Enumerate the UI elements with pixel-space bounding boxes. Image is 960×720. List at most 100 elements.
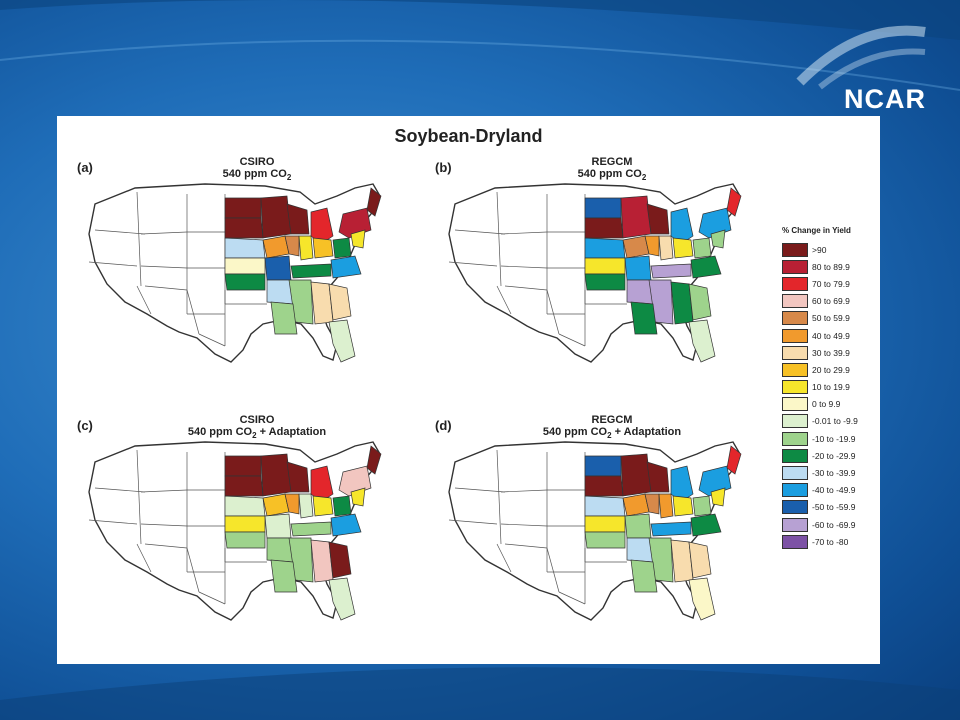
panel-b-scenario: 540 ppm CO2	[577, 168, 647, 183]
state-region	[688, 577, 716, 621]
legend-swatch	[782, 534, 808, 549]
legend-item: 20 to 29.9	[782, 361, 877, 378]
panel-a-scenario: 540 ppm CO2	[222, 168, 292, 183]
state-region	[224, 495, 266, 517]
state-region	[264, 255, 292, 281]
panel-b-model: REGCM	[591, 156, 633, 168]
state-border	[454, 487, 506, 493]
state-region	[688, 283, 712, 321]
us-state-map	[88, 183, 382, 363]
state-region	[646, 461, 670, 493]
us-state-map	[88, 441, 382, 621]
state-border	[144, 543, 188, 549]
legend-label: -10 to -19.9	[812, 433, 856, 444]
state-region	[644, 493, 660, 515]
state-region	[366, 445, 382, 475]
state-border	[448, 261, 498, 267]
state-border	[88, 261, 138, 267]
state-region	[224, 197, 262, 219]
legend-item: -20 to -29.9	[782, 447, 877, 464]
panel-c-model: CSIRO	[239, 414, 275, 426]
state-border	[94, 229, 146, 235]
state-region	[224, 515, 266, 533]
state-border	[504, 285, 548, 291]
panel-d-label: (d)	[435, 418, 452, 433]
state-border	[136, 449, 142, 545]
state-region	[224, 475, 264, 497]
state-region	[224, 455, 262, 477]
state-region	[584, 217, 624, 239]
state-border	[496, 191, 502, 287]
legend-label: -0.01 to -9.9	[812, 416, 858, 427]
state-region	[630, 301, 658, 335]
panel-b-heading: REGCM 540 ppm CO2	[522, 156, 702, 184]
legend-label: >90	[812, 244, 827, 255]
legend-item: -0.01 to -9.9	[782, 413, 877, 430]
legend-label: 40 to 49.9	[812, 330, 850, 341]
legend-label: 10 to 19.9	[812, 382, 850, 393]
state-region	[626, 537, 654, 563]
state-border	[558, 333, 586, 347]
state-region	[688, 541, 712, 579]
state-region	[332, 495, 352, 517]
state-region	[262, 493, 290, 517]
state-region	[710, 487, 726, 507]
legend-item: 10 to 19.9	[782, 379, 877, 396]
state-region	[260, 453, 292, 497]
state-border	[94, 487, 146, 493]
state-region	[224, 273, 266, 291]
state-region	[262, 235, 290, 259]
legend-item: 0 to 9.9	[782, 396, 877, 413]
state-region	[690, 513, 722, 537]
state-border	[198, 591, 226, 605]
state-region	[350, 487, 366, 507]
state-region	[266, 279, 294, 305]
state-region	[366, 187, 382, 217]
state-region	[270, 559, 298, 593]
state-region	[350, 229, 366, 249]
state-region	[584, 455, 622, 477]
state-region	[298, 493, 314, 519]
state-border	[500, 489, 548, 493]
legend-item: -40 to -49.9	[782, 482, 877, 499]
legend-item: -30 to -39.9	[782, 464, 877, 481]
legend-swatch	[782, 500, 808, 515]
state-region	[658, 235, 674, 261]
state-region	[330, 255, 362, 279]
legend-swatch	[782, 328, 808, 343]
state-border	[558, 591, 586, 605]
state-region	[650, 521, 692, 537]
state-region	[328, 283, 352, 321]
legend-swatch	[782, 431, 808, 446]
state-region	[658, 493, 674, 519]
legend-label: 80 to 89.9	[812, 261, 850, 272]
state-region	[630, 559, 658, 593]
state-region	[646, 203, 670, 235]
panel-c-heading: CSIRO 540 ppm CO2 + Adaptation	[167, 414, 347, 442]
figure-title: Soybean-Dryland	[394, 126, 543, 146]
legend-item: 30 to 39.9	[782, 344, 877, 361]
legend-swatch	[782, 483, 808, 498]
legend-label: 70 to 79.9	[812, 278, 850, 289]
panel-a-model: CSIRO	[239, 156, 275, 168]
legend-label: -20 to -29.9	[812, 450, 856, 461]
panel-a-label: (a)	[77, 160, 93, 175]
map-panel-d	[435, 432, 755, 652]
legend-item: >90	[782, 241, 877, 258]
state-region	[620, 453, 652, 497]
state-region	[328, 319, 356, 363]
state-border	[448, 519, 498, 525]
legend-item: 70 to 79.9	[782, 275, 877, 292]
state-region	[690, 255, 722, 279]
state-region	[624, 513, 652, 539]
state-border	[140, 523, 188, 527]
state-border	[88, 519, 138, 525]
state-region	[290, 521, 332, 537]
state-region	[260, 195, 292, 239]
state-border	[140, 231, 188, 235]
legend-label: -30 to -39.9	[812, 468, 856, 479]
legend-swatch	[782, 414, 808, 429]
legend-swatch	[782, 276, 808, 291]
state-border	[186, 547, 200, 593]
map-panel-a	[75, 174, 395, 394]
